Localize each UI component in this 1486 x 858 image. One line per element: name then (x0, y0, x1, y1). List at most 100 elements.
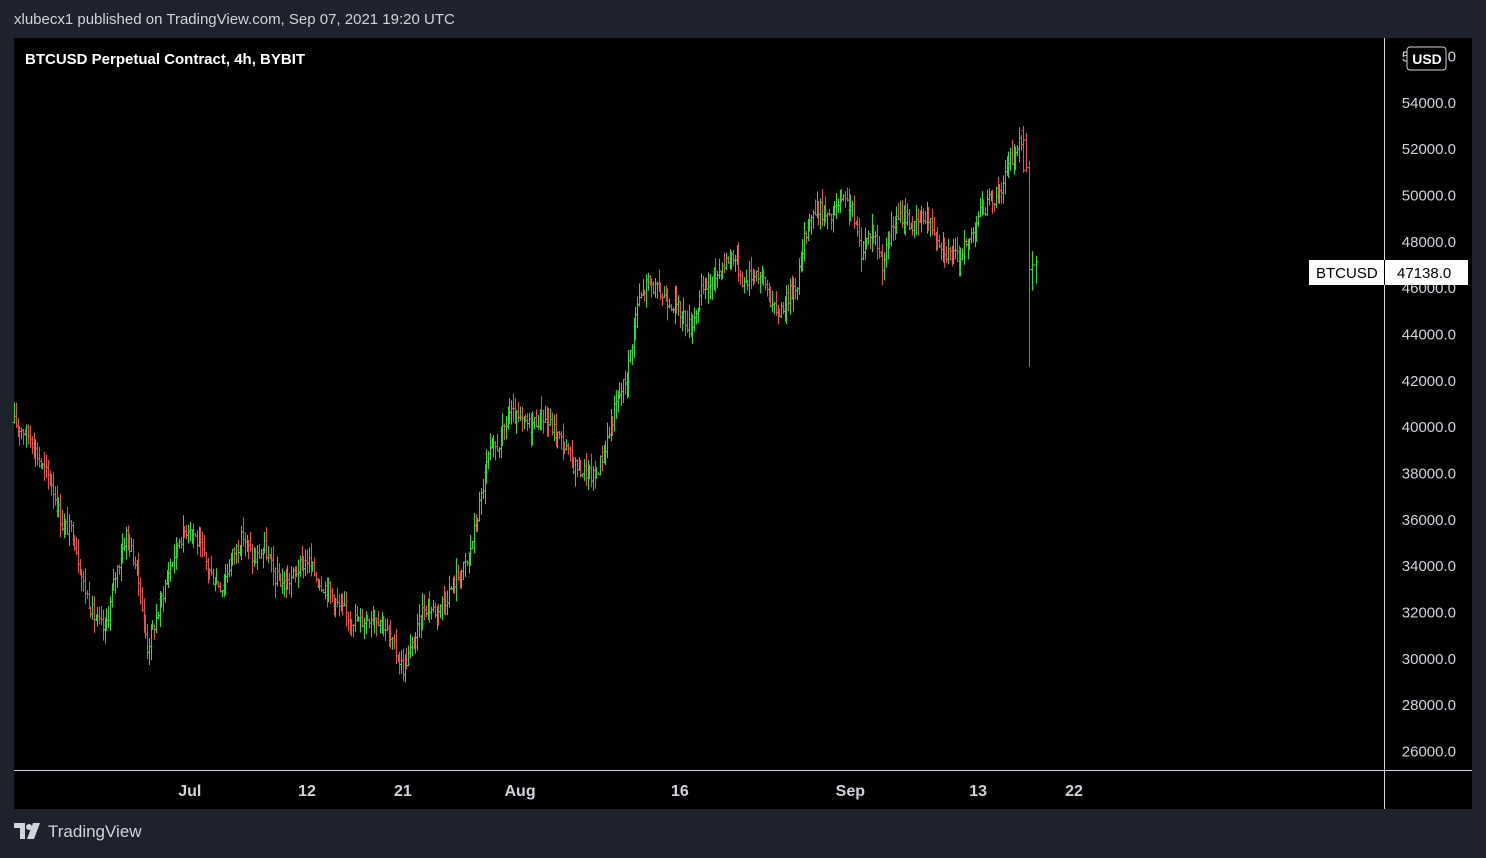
ohlc-bar (1019, 135, 1024, 151)
ohlc-bar (591, 466, 596, 491)
price-tick-label: 48000.0 (1402, 234, 1456, 251)
ohlc-bar (456, 564, 461, 581)
ohlc-bar (1017, 127, 1022, 163)
ohlc-bar (117, 564, 122, 575)
ohlc-bar (896, 202, 901, 221)
ohlc-bar (53, 486, 58, 506)
ohlc-bar (433, 602, 438, 619)
ohlc-bar (172, 544, 177, 574)
ohlc-bar (83, 568, 88, 604)
time-axis: Jul 12 21 Aug 16 Sep 13 22 (178, 783, 1083, 800)
ohlc-bar (948, 246, 953, 261)
ohlc-bar (353, 603, 358, 632)
ohlc-bar (793, 277, 798, 300)
ohlc-bar (314, 571, 319, 583)
ohlc-bar (802, 221, 807, 262)
currency-badge[interactable]: USD (1406, 46, 1447, 71)
ohlc-bar (312, 557, 317, 577)
ohlc-bar (770, 290, 775, 313)
ohlc-bar (763, 276, 768, 291)
ohlc-bar (548, 408, 553, 427)
ohlc-bar (168, 558, 173, 582)
ohlc-bar (628, 349, 633, 363)
ohlc-bar (298, 555, 303, 577)
ohlc-bar (133, 556, 138, 570)
ohlc-bar (200, 532, 205, 558)
ohlc-bar (417, 604, 422, 638)
ohlc-bar (163, 579, 168, 603)
ohlc-bar (202, 534, 207, 557)
ohlc-bar (65, 506, 70, 535)
ohlc-bar (138, 577, 143, 605)
ohlc-bar (1015, 145, 1020, 157)
ohlc-bar (697, 290, 702, 312)
ohlc-bar (976, 211, 981, 227)
price-tick-label: 42000.0 (1402, 373, 1456, 390)
time-tick-label: 13 (969, 783, 987, 800)
ohlc-bar (676, 295, 681, 316)
ohlc-bar (328, 581, 333, 605)
brand-footer[interactable]: TradingView (14, 822, 142, 842)
ohlc-bar (429, 606, 434, 620)
ohlc-bar (795, 287, 800, 301)
ohlc-bar (564, 439, 569, 451)
ohlc-bar (69, 520, 74, 533)
ohlc-bar (932, 216, 937, 236)
ohlc-bar (637, 283, 642, 307)
ohlc-bar (28, 425, 33, 448)
ohlc-bar (678, 301, 683, 328)
ohlc-bar (186, 524, 191, 544)
ohlc-bar (511, 393, 516, 422)
ohlc-bar (859, 227, 864, 273)
ohlc-bar (282, 571, 287, 597)
ohlc-bar (60, 509, 65, 531)
ohlc-bar (477, 491, 482, 522)
ohlc-bars (12, 126, 1039, 683)
ohlc-bar (884, 237, 889, 268)
ohlc-bar (495, 433, 500, 452)
ohlc-bar (518, 406, 523, 421)
ohlc-bar (362, 617, 367, 640)
ohlc-bar (1030, 251, 1035, 291)
ohlc-bar (692, 307, 697, 332)
ohlc-bar (37, 446, 42, 468)
ohlc-bar (1010, 139, 1015, 165)
ohlc-bar (607, 426, 612, 440)
ohlc-bar (195, 530, 200, 555)
chart-title: BTCUSD Perpetual Contract, 4h, BYBIT (25, 51, 305, 68)
ohlc-bar (861, 241, 866, 261)
ohlc-bar (605, 422, 610, 459)
ohlc-bar (841, 194, 846, 202)
ohlc-bar (273, 567, 278, 598)
ohlc-bar (971, 227, 976, 243)
ohlc-bar (140, 587, 145, 612)
ohlc-bar (829, 213, 834, 230)
ohlc-bar (67, 514, 72, 546)
ohlc-bar (122, 537, 127, 551)
ohlc-bar (765, 279, 770, 297)
ohlc-bar (612, 395, 617, 432)
ohlc-bar (51, 471, 56, 509)
ohlc-bar (19, 427, 24, 440)
ohlc-bar (115, 565, 120, 588)
ohlc-bar (667, 298, 672, 309)
ohlc-bar (983, 207, 988, 217)
last-price-symbol: BTCUSD (1316, 265, 1378, 282)
ohlc-bar (525, 413, 530, 432)
ohlc-bar (24, 424, 29, 448)
ohlc-bar (431, 599, 436, 613)
ohlc-bar (481, 478, 486, 500)
brand-name: TradingView (48, 822, 142, 841)
last-price-label: BTCUSD 47138.0 (1309, 260, 1468, 285)
publisher-line: xlubecx1 published on TradingView.com, S… (14, 11, 455, 28)
ohlc-bar (928, 218, 933, 237)
ohlc-bar (188, 521, 193, 541)
ohlc-bar (344, 591, 349, 627)
ohlc-bar (520, 406, 525, 432)
ohlc-bar (461, 561, 466, 581)
ohlc-bar (797, 258, 802, 296)
ohlc-bar (621, 378, 626, 403)
ohlc-bar (35, 442, 40, 466)
tradingview-logo-icon (14, 823, 40, 839)
